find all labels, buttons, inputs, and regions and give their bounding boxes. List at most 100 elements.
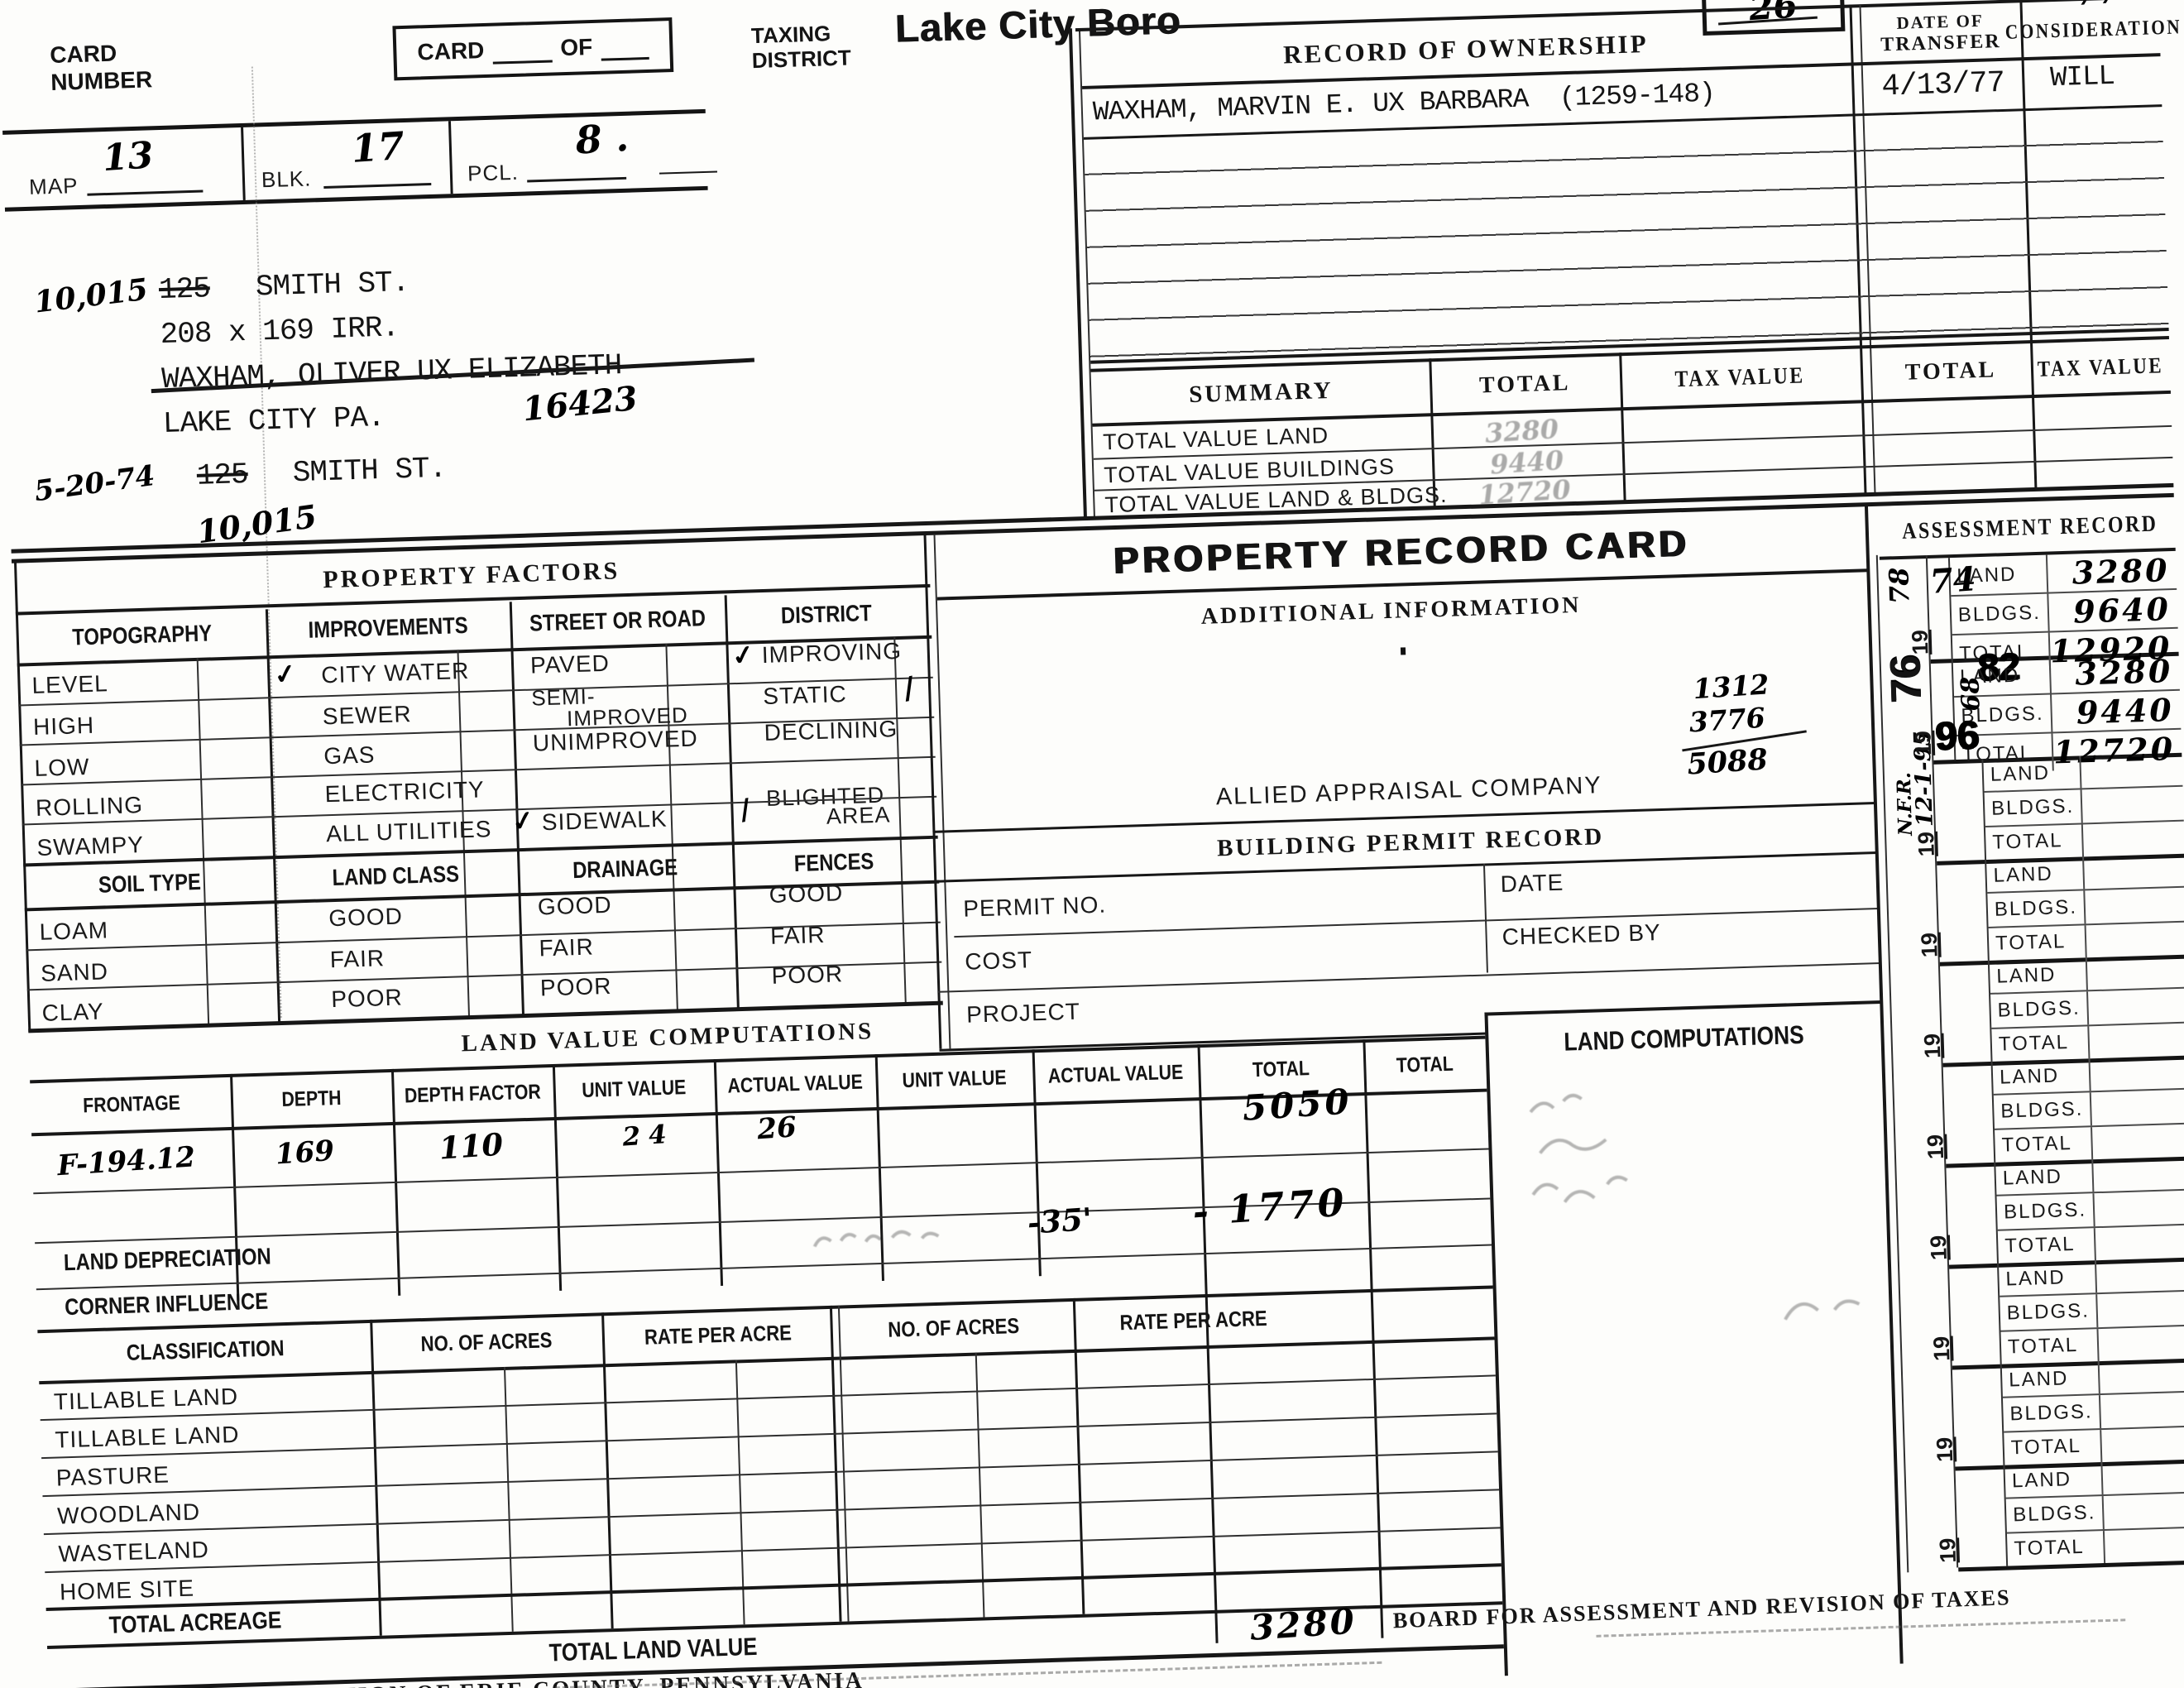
struck-house-number-2: 125 <box>196 457 249 493</box>
account-number-hw: 10,015 <box>32 271 150 320</box>
assessment-rows: LAND 3280 BLDGS. 9640 TOTAL 12920 <box>1949 550 2179 674</box>
rule <box>43 1489 1500 1536</box>
factor-cell: UNIMPROVED <box>532 725 699 756</box>
rule <box>45 1527 1501 1574</box>
land-value <box>2081 769 2182 772</box>
assessment-rows: LAND BLDGS. TOTAL <box>1998 1257 2184 1364</box>
year-prefix: 19 <box>1919 1033 1946 1059</box>
bldgs-label: BLDGS. <box>1987 890 2086 927</box>
assessment-year-cell: 19 <box>1935 1465 2009 1568</box>
soil-cell: SAND <box>40 958 109 986</box>
assessment-row: LAND <box>2004 1459 2184 1499</box>
assessment-year-cell: 19 <box>1919 960 1993 1063</box>
margin-stamp-76: 76 <box>1881 655 1932 704</box>
land-label: LAND <box>1998 1260 2098 1297</box>
land-value: 3280 <box>2071 551 2171 592</box>
soil-cell: FAIR <box>539 933 595 961</box>
assessment-group: 19 LAND BLDGS. TOTAL <box>1929 1257 2184 1370</box>
date-of-label: DATE OF <box>1896 10 1985 33</box>
pcl-label: PCL. <box>467 159 520 186</box>
bldgs-value <box>2086 904 2184 908</box>
blk-value: 17 <box>350 122 406 172</box>
land-value <box>2103 1475 2184 1479</box>
assessment-row: LAND 3280 <box>1949 550 2177 597</box>
land-value: 3280 <box>2074 652 2173 693</box>
classification-row-label: WOODLAND <box>56 1499 201 1529</box>
soil-cell: POOR <box>771 961 844 989</box>
factor-cell: STATIC <box>762 680 848 710</box>
bldgs-label: BLDGS. <box>1990 991 2090 1028</box>
land-label: LAND <box>2004 1462 2104 1498</box>
blk-cell: BLK. 17 <box>243 121 453 200</box>
assessment-year-cell: 19 <box>1926 1162 1999 1265</box>
assessment-row: BLDGS. <box>1990 988 2184 1029</box>
depreciation-percent-hw: -35' <box>1026 1200 1094 1241</box>
assessment-row: LAND <box>1989 954 2184 995</box>
actual-value-header: ACTUAL VALUE <box>727 1070 864 1098</box>
total-label: TOTAL <box>1991 1025 2091 1062</box>
rule <box>1068 28 1087 519</box>
assessment-row: TOTAL <box>2004 1427 2184 1465</box>
assessment-row: BLDGS. <box>1984 787 2184 827</box>
year-prefix: 19 <box>1932 1436 1958 1463</box>
total-label: TOTAL <box>2000 1328 2100 1364</box>
transfer-date-value: 4/13/77 <box>1880 65 2005 105</box>
year-prefix: 19 <box>1925 1235 1952 1261</box>
no-of-acres-2-header: NO. OF ACRES <box>887 1312 1020 1342</box>
assessment-row: BLDGS. <box>2005 1493 2184 1534</box>
total-value <box>2095 1241 2184 1244</box>
consideration-value: WILL <box>2049 60 2115 95</box>
classification-row-label: PASTURE <box>55 1461 170 1491</box>
rule <box>1363 1039 1384 1638</box>
unit-value-2-header: UNIT VALUE <box>902 1065 1007 1092</box>
assessment-group: 19 LAND BLDGS. TOTAL <box>1923 1055 2184 1168</box>
bldgs-label: BLDGS. <box>2000 1294 2099 1331</box>
rule <box>13 562 31 1033</box>
assessment-year-cell: 19 <box>1923 1061 1996 1164</box>
land-label: LAND <box>1995 1159 2095 1196</box>
factor-cell: GAS <box>323 741 376 770</box>
land-computations-title: LAND COMPUTATIONS <box>1563 1019 1805 1057</box>
summary-tax2-header: TAX VALUE <box>2037 352 2164 381</box>
permit-no-label: PERMIT NO. <box>962 891 1107 922</box>
date-note-hw: 5-20-74 <box>32 458 157 509</box>
land-value <box>2097 1273 2184 1277</box>
land-label: LAND <box>1989 957 2088 994</box>
pcl-value: 8 . <box>574 114 630 163</box>
assessment-row: LAND <box>1998 1257 2184 1298</box>
total-value <box>2105 1544 2184 1547</box>
soil-cell: FAIR <box>769 921 826 949</box>
actual-value-value: 26 <box>756 1110 797 1147</box>
total-value <box>2093 1140 2184 1144</box>
bldgs-value <box>2104 1509 2184 1513</box>
land-class-header: LAND CLASS <box>332 861 460 891</box>
year-prefix: 19 <box>1913 831 1939 857</box>
rule <box>659 170 718 175</box>
assessment-group: 19 LAND BLDGS. TOTAL <box>1932 1358 2184 1471</box>
rule <box>323 183 432 189</box>
soil-cell: POOR <box>330 984 404 1013</box>
assessment-row: TOTAL <box>1997 1225 2184 1264</box>
soil-cell: POOR <box>539 972 612 1001</box>
land-label: LAND <box>1983 755 2082 792</box>
factor-cell: SIDEWALK <box>541 805 668 836</box>
card-of-blank1 <box>491 34 553 65</box>
classification-row-label: TILLABLE LAND <box>53 1383 239 1415</box>
margin-note-78: 78 <box>1883 566 1916 605</box>
stamp-96: 96 <box>1933 713 1980 759</box>
lot-dimensions: 208 x 169 IRR. <box>160 310 400 352</box>
factor-cell: LOW <box>34 753 90 781</box>
date-of-transfer-header: DATE OF TRANSFER <box>1863 6 2019 60</box>
ink-dot <box>1400 647 1406 655</box>
parcel-id-strip: MAP 13 BLK. 17 PCL. 8 . <box>2 108 718 212</box>
assessment-rows: LAND BLDGS. TOTAL <box>1995 1156 2184 1264</box>
year-prefix: 19 <box>1928 1336 1955 1362</box>
assessment-group: 19 LAND BLDGS. TOTAL <box>1917 853 2184 966</box>
assessment-group: 19 LAND BLDGS. TOTAL <box>1919 954 2184 1067</box>
bldgs-value <box>2089 1005 2184 1009</box>
total-label: TOTAL <box>1995 1126 2094 1163</box>
assessment-row: LAND <box>1992 1055 2184 1096</box>
rule <box>196 657 210 1025</box>
land-label: LAND <box>1992 1058 2091 1095</box>
district-label: DISTRICT <box>751 45 852 74</box>
